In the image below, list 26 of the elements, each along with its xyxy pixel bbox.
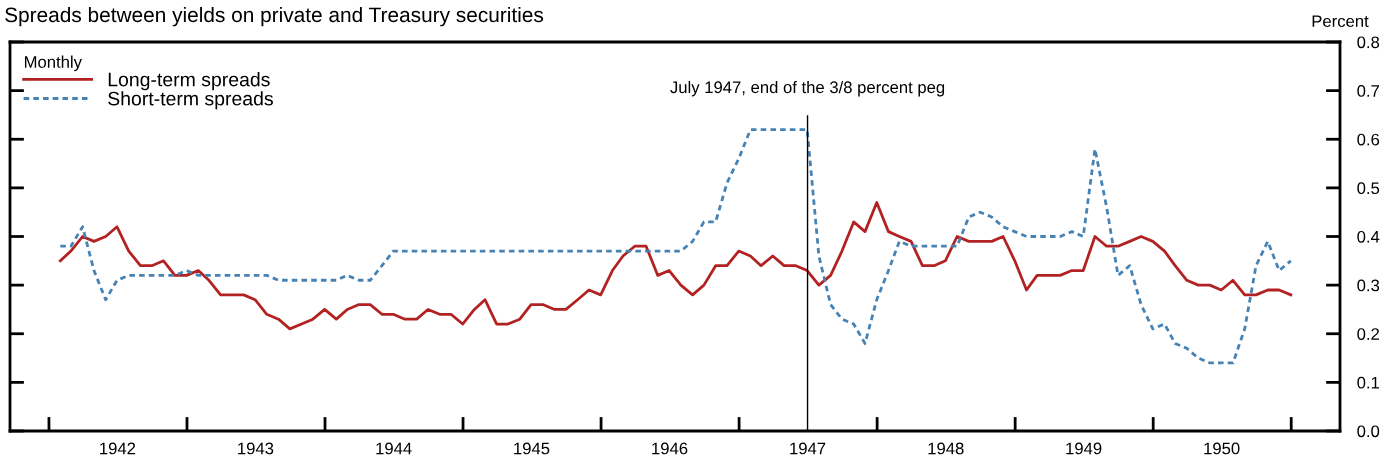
x-tick-label: 1944 (376, 442, 412, 455)
x-tick-label: 1942 (100, 442, 136, 455)
line-series (58, 201, 1293, 331)
legend-label: Short-term spreads (108, 91, 273, 110)
y-tick-label: 0.7 (1357, 85, 1379, 97)
y-tick-label: 0.2 (1357, 328, 1379, 340)
x-tick-label: 1950 (1204, 442, 1240, 455)
y-tick-label: 0.4 (1357, 230, 1380, 243)
x-tick-label: 1947 (790, 442, 826, 455)
x-tick-label: 1945 (514, 442, 550, 455)
x-tick-label: 1949 (1066, 442, 1102, 455)
y-tick-label: 0.8 (1357, 36, 1380, 49)
y-tick-label: 0.1 (1357, 376, 1380, 389)
chart-title: Spreads between yields on private and Treasury securities (5, 6, 544, 27)
y-tick-label: 0.0 (1357, 425, 1380, 438)
x-tick-label: 1943 (238, 442, 274, 455)
legend-title: Monthly (24, 55, 82, 72)
ref-line-label: July 1947, end of the 3/8 percent peg (670, 80, 945, 97)
y-axis-title: Percent (1312, 15, 1369, 28)
y-tick-label: 0.3 (1357, 279, 1380, 292)
line-series (58, 128, 1293, 365)
y-tick-label: 0.6 (1357, 133, 1380, 146)
x-tick-label: 1948 (928, 442, 964, 455)
x-tick-label: 1946 (652, 442, 688, 455)
y-tick-label: 0.5 (1357, 182, 1380, 195)
legend-label: Long-term spreads (108, 72, 270, 91)
